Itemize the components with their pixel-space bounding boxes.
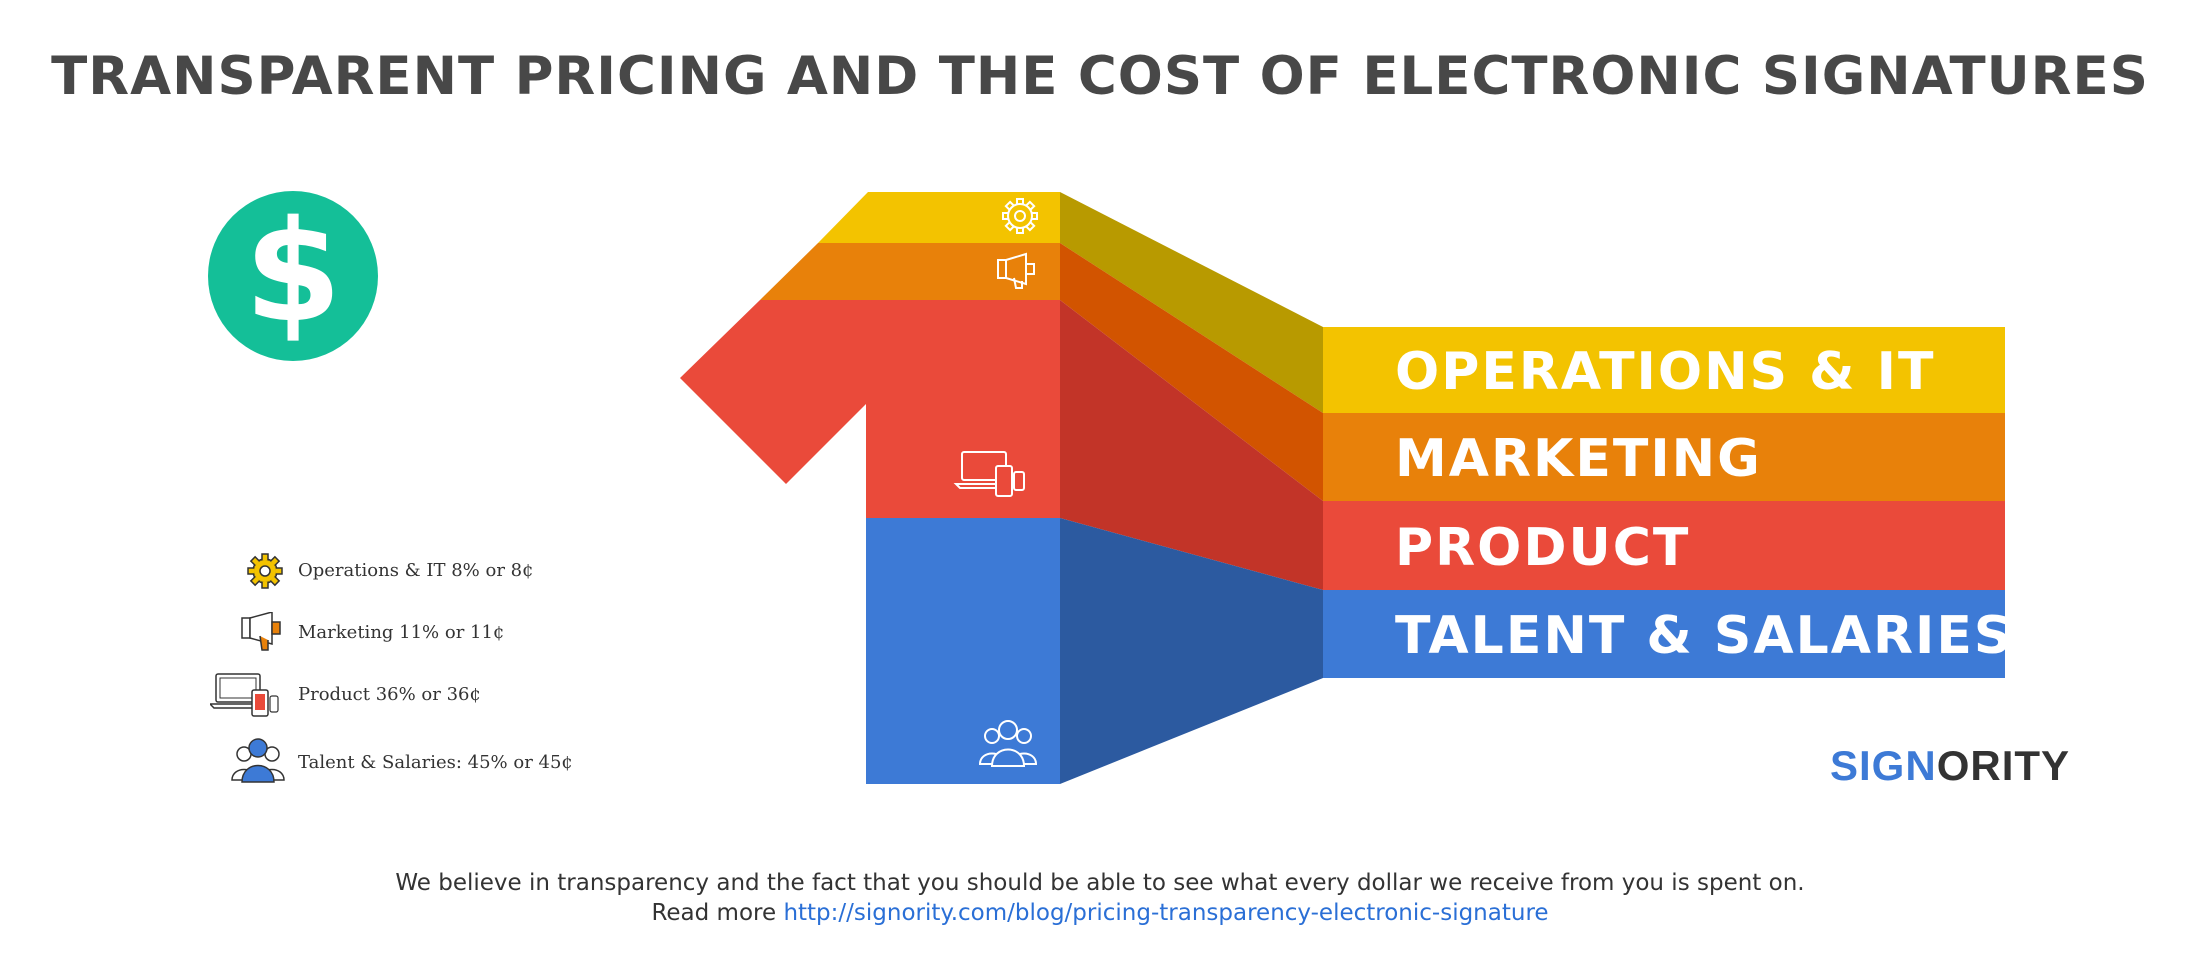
dollar-glyph: $ — [244, 191, 342, 354]
read-more-label: Read more — [651, 900, 784, 926]
legend-item-marketing: Marketing 11% or 11¢ — [210, 610, 610, 660]
dollar-icon: $ — [208, 191, 378, 361]
page-title: TRANSPARENT PRICING AND THE COST OF ELEC… — [51, 46, 2149, 107]
legend-label: Operations & IT 8% or 8¢ — [298, 560, 534, 581]
users-icon — [231, 738, 285, 783]
ribbon-talent — [1060, 518, 1323, 784]
legend-item-operations: Operations & IT 8% or 8¢ — [210, 548, 610, 598]
ribbon-marketing — [1060, 243, 1323, 501]
devices-icon — [953, 451, 1025, 497]
legend-label: Product 36% or 36¢ — [298, 684, 481, 705]
band-bar-operations — [1323, 327, 2005, 413]
megaphone-icon — [241, 612, 281, 651]
article-link[interactable]: http://signority.com/blog/pricing-transp… — [783, 900, 1549, 926]
band-label-operations: OPERATIONS & IT — [1395, 342, 1936, 402]
devices-icon — [210, 673, 279, 717]
users-icon — [978, 720, 1038, 767]
logo-part-ority: ORITY — [1936, 742, 2071, 789]
band-bar-talent — [1323, 590, 2005, 678]
band-front-product — [680, 300, 1060, 518]
legend-label: Marketing 11% or 11¢ — [298, 622, 505, 643]
footer-read-more: Read more http://signority.com/blog/pric… — [0, 898, 2200, 928]
gear-icon — [1002, 198, 1038, 234]
ribbon-product — [1060, 300, 1323, 590]
band-front-marketing — [760, 243, 1060, 300]
legend-label: Talent & Salaries: 45% or 45¢ — [298, 752, 573, 773]
band-front-operations — [818, 192, 1060, 243]
logo-part-sign: SIGN — [1830, 742, 1937, 789]
ribbon-operations — [1060, 192, 1323, 413]
band-front-talent — [866, 518, 1060, 784]
footer: We believe in transparency and the fact … — [0, 868, 2200, 928]
band-label-talent: TALENT & SALARIES — [1395, 606, 2014, 666]
footer-text: We believe in transparency and the fact … — [395, 870, 1805, 896]
legend-item-talent: Talent & Salaries: 45% or 45¢ — [210, 738, 610, 790]
band-bar-marketing — [1323, 413, 2005, 501]
gear-icon — [247, 553, 283, 589]
band-label-product: PRODUCT — [1395, 518, 1691, 578]
signority-logo: SIGNORITY — [1830, 742, 2070, 790]
megaphone-icon — [997, 252, 1035, 289]
band-label-marketing: MARKETING — [1395, 429, 1762, 489]
legend-item-product: Product 36% or 36¢ — [210, 672, 610, 722]
band-bar-product — [1323, 501, 2005, 590]
